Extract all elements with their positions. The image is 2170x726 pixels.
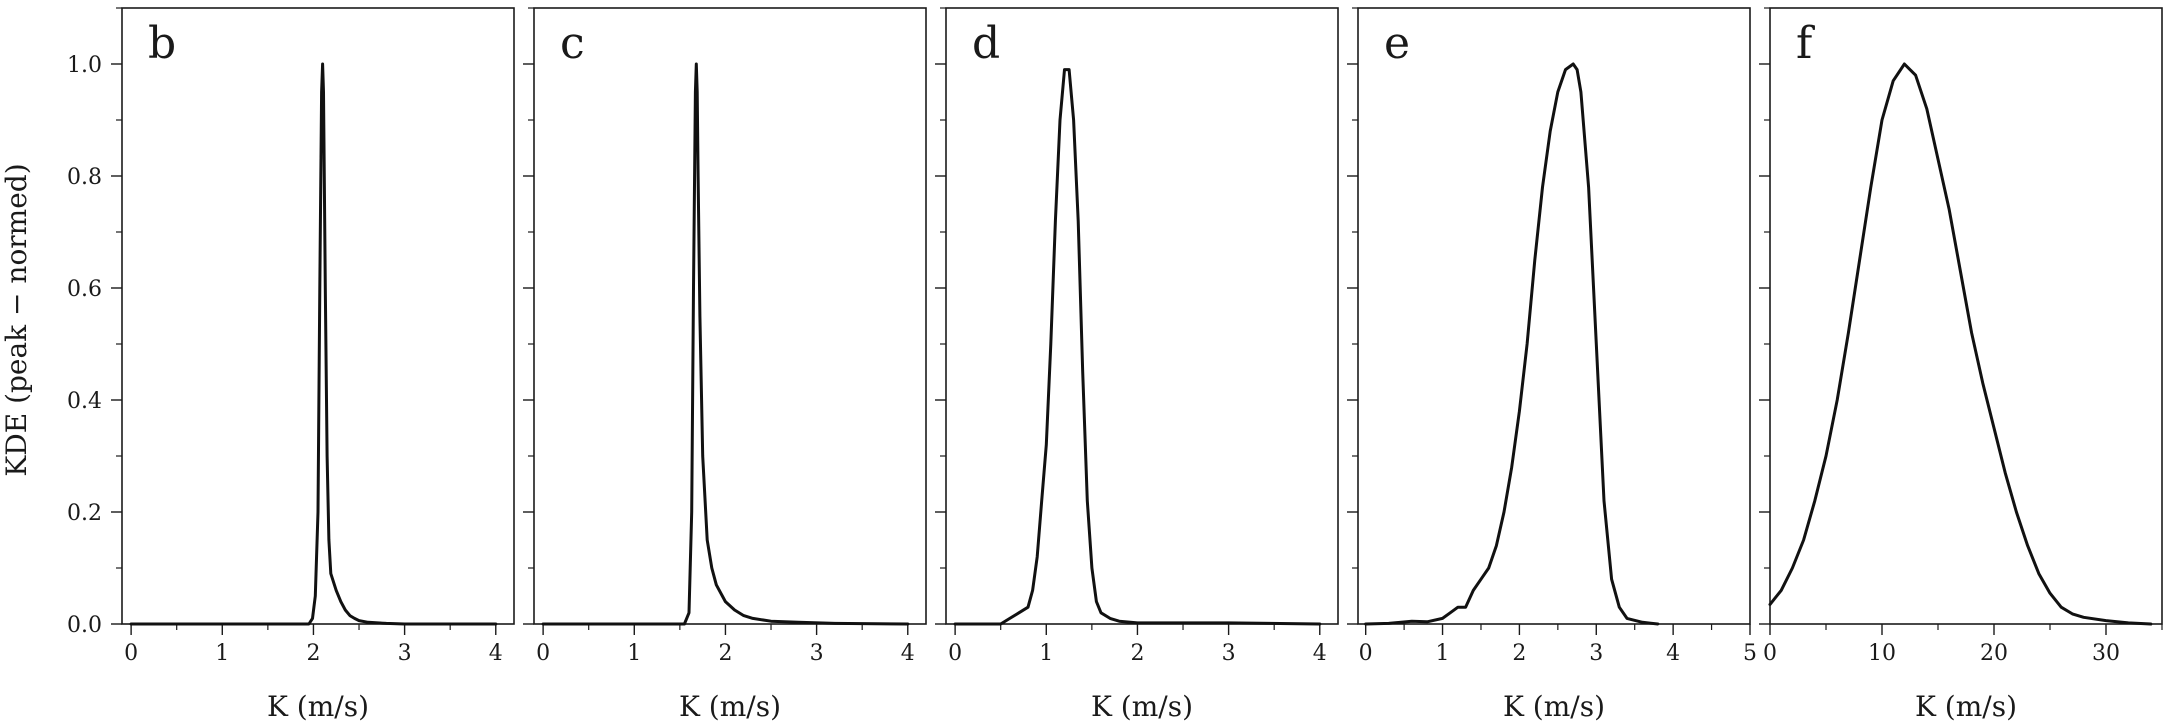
panel-e: 0 1 2 3 4 5 K (m/s) e: [1347, 7, 1757, 723]
x-axis-label: K (m/s): [267, 690, 369, 723]
x-tick-label: 3: [398, 641, 412, 666]
kde-curve-b: [129, 62, 498, 626]
x-tick-label: 4: [1666, 641, 1680, 666]
y-tick-label: 1.0: [67, 53, 102, 78]
panel-letter: c: [560, 18, 585, 69]
panel-b-frame: [121, 7, 515, 625]
x-tick-label: 2: [1130, 641, 1144, 666]
y-tick-label: 0.4: [67, 389, 102, 414]
x-tick-label: 5: [1743, 641, 1757, 666]
x-axis-label: K (m/s): [1915, 690, 2017, 723]
x-tick-label: 2: [1512, 641, 1526, 666]
x-tick-label: 3: [810, 641, 824, 666]
x-tick-label: 30: [2092, 641, 2120, 666]
panel-letter: d: [972, 18, 1000, 69]
x-tick-label: 20: [1980, 641, 2008, 666]
x-tick-label: 4: [901, 641, 915, 666]
kde-curve-f: [1768, 62, 2153, 626]
panel-letter: e: [1384, 18, 1410, 69]
y-tick-label: 0.8: [67, 165, 102, 190]
panel-e-frame: [1357, 7, 1751, 625]
x-axis-label: K (m/s): [1091, 690, 1193, 723]
panel-letter: f: [1796, 18, 1815, 69]
panel-c: 0 1 2 3 4 K (m/s) c: [523, 7, 927, 723]
y-tick-label: 0.6: [67, 277, 102, 302]
x-tick-label: 3: [1589, 641, 1603, 666]
panel-d-frame: [945, 7, 1339, 625]
y-axis-label: KDE (peak − normed): [0, 163, 33, 476]
x-tick-label: 3: [1222, 641, 1236, 666]
x-tick-label: 0: [124, 641, 138, 666]
kde-curve-e: [1364, 62, 1660, 626]
panel-letter: b: [148, 18, 176, 69]
x-tick-label: 1: [627, 641, 641, 666]
x-tick-label: 2: [718, 641, 732, 666]
x-tick-label: 4: [1313, 641, 1327, 666]
x-tick-label: 0: [1359, 641, 1373, 666]
panel-d: 0 1 2 3 4 K (m/s) d: [935, 7, 1339, 723]
x-tick-label: 0: [1763, 641, 1777, 666]
y-tick-label: 0.0: [67, 613, 102, 638]
kde-curve-c: [541, 62, 910, 626]
kde-curve-d: [953, 68, 1322, 626]
panel-c-frame: [533, 7, 927, 625]
x-tick-label: 0: [948, 641, 962, 666]
x-tick-label: 2: [306, 641, 320, 666]
panel-f-frame: [1769, 7, 2163, 625]
x-axis-label: K (m/s): [679, 690, 781, 723]
x-tick-label: 4: [489, 641, 503, 666]
x-tick-label: 1: [1039, 641, 1053, 666]
x-tick-label: 1: [1436, 641, 1450, 666]
panel-f: 0 10 20 30 K (m/s) f: [1759, 7, 2163, 723]
x-tick-label: 0: [536, 641, 550, 666]
x-axis-label: K (m/s): [1503, 690, 1605, 723]
y-tick-label: 0.2: [67, 501, 102, 526]
panel-b: 0.0 0.2 0.4 0.6 0.8 1.0 0 1 2 3 4 K (m/s) b: [67, 7, 515, 723]
x-tick-label: 10: [1868, 641, 1896, 666]
x-tick-label: 1: [215, 641, 229, 666]
